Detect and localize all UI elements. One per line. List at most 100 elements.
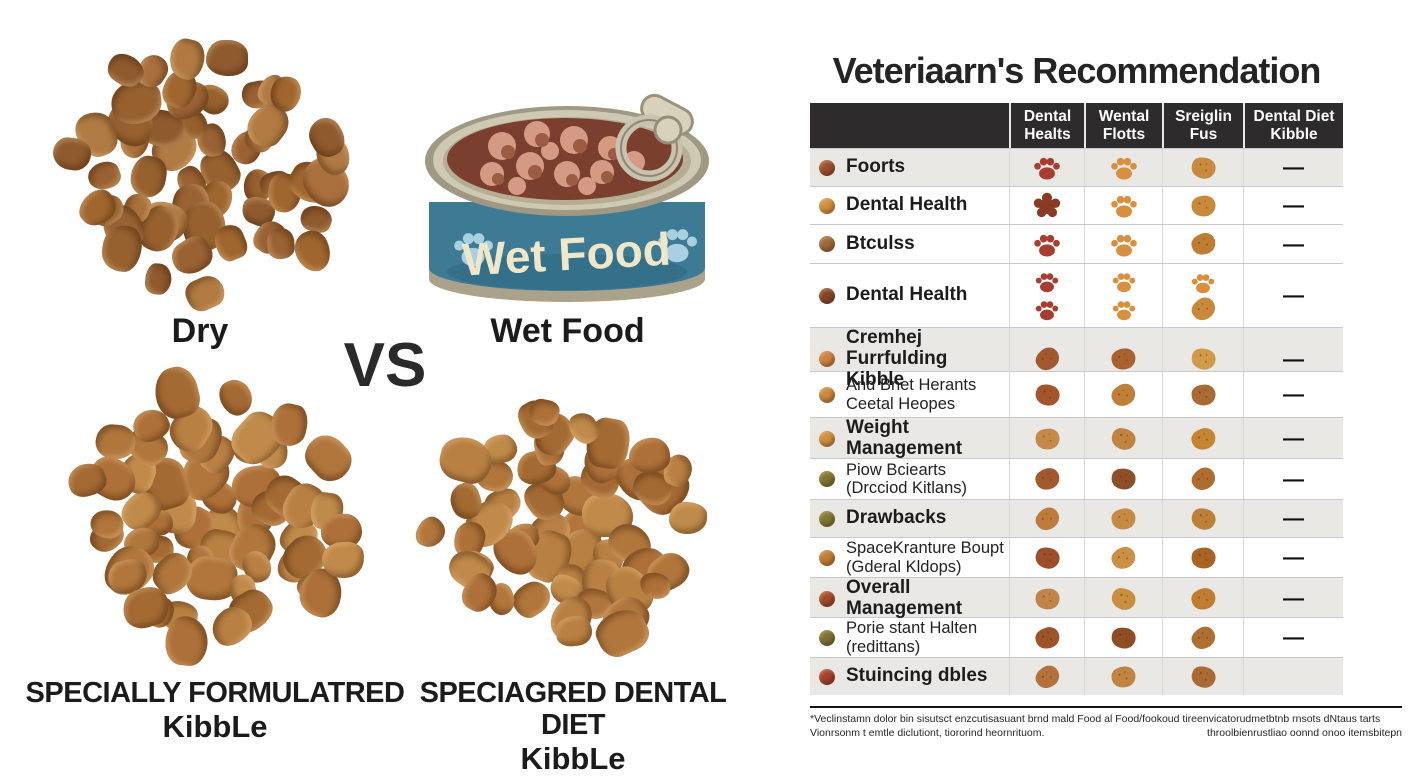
paw-icon (1112, 300, 1135, 320)
kibble-icon (1035, 428, 1060, 450)
row-bullet-icon (819, 590, 835, 607)
row-bullet-icon (819, 159, 835, 176)
rating-cell (1084, 500, 1162, 537)
dash-icon: — (1283, 194, 1304, 217)
dash-icon: — (1283, 427, 1304, 451)
kibble-icon (1034, 626, 1059, 649)
kibble-piece (265, 226, 295, 260)
table-row: Drawbacks — (810, 499, 1343, 537)
rating-cell: — (1243, 418, 1343, 460)
rating-cell (1243, 658, 1343, 695)
kibble-icon (1190, 428, 1215, 450)
dry-label: Dry (171, 312, 229, 350)
header-cell-empty (810, 103, 1009, 148)
can-paw-print-icon (454, 229, 698, 267)
kibble-icon (1035, 507, 1059, 530)
rating-cell (1009, 500, 1084, 537)
rating-cell: — (1243, 187, 1343, 224)
row-label: Cremhej Furrfulding Kibble (846, 327, 948, 390)
paw-icon (1034, 158, 1060, 180)
kibble-icon (1111, 665, 1136, 687)
kibble-icon (1191, 507, 1216, 530)
rating-cell (1009, 578, 1084, 620)
rating-cell (1084, 459, 1162, 499)
row-label: Overall Management (846, 577, 963, 619)
rating-cell (1162, 500, 1243, 537)
rating-cell (1009, 618, 1084, 657)
rating-cell: — (1243, 500, 1343, 537)
bottom-left-caption-line2: KibbLe (162, 708, 268, 744)
kibble-piece (206, 40, 249, 76)
vs-label: VS (343, 331, 427, 400)
row-label-cell: Cremhej Furrfulding Kibble (810, 327, 1009, 391)
paw-icon (1110, 196, 1137, 218)
row-label-cell: Overall Management (810, 577, 1009, 620)
kibble-piece (411, 512, 450, 553)
dry-kibble-pile-image (51, 28, 358, 316)
row-bullet-icon (819, 668, 835, 685)
rating-cell (1084, 225, 1162, 263)
rating-cell (1162, 149, 1243, 186)
kibble-icon (1035, 546, 1060, 569)
row-label-cell: Weight Management (810, 417, 1009, 460)
kibble-icon (1035, 347, 1059, 371)
table-header-row: Dental Healts Wental Flotts Sreiglin Fus… (810, 103, 1343, 148)
rating-cell: — (1243, 328, 1343, 391)
rating-cell (1009, 372, 1084, 417)
page-title: Veteriaarn's Recommendation (832, 50, 1322, 91)
table-body: Foorts — Dental Health — Btculss — Dental Heal… (810, 148, 1343, 695)
table-row: Btculss — (810, 224, 1343, 263)
rating-cell (1162, 658, 1243, 695)
row-bullet-icon (819, 510, 835, 527)
kibble-piece (507, 575, 557, 624)
header-cell-col3: Sreiglin Fus (1162, 103, 1243, 148)
rating-cell (1084, 149, 1162, 186)
can-top (425, 106, 709, 216)
row-label: And Bnet Herants Ceetal Heopes (846, 376, 977, 413)
dash-icon: — (1283, 626, 1304, 649)
rating-cell (1084, 187, 1162, 224)
kibble-icon (1111, 383, 1136, 406)
can-band-text: Wet Food (461, 223, 672, 286)
table-row: Cremhej Furrfulding Kibble — (810, 327, 1343, 391)
kibble-icon (1035, 588, 1060, 610)
paw-icon (1191, 274, 1215, 294)
rating-cell (1009, 328, 1084, 391)
rating-cell: — (1243, 618, 1343, 657)
footnote-line2-left: Vionrsonm t emtle diclutiont, tiororind … (810, 726, 1045, 739)
kibble-icon (1191, 348, 1216, 371)
kibble-icon (1035, 384, 1060, 406)
kibble-piece (94, 423, 137, 460)
row-label: Stuincing dbles (846, 665, 988, 687)
rating-cell (1162, 618, 1243, 657)
kibble-piece (181, 270, 230, 316)
dash-icon: — (1283, 467, 1304, 491)
header-cell-col1: Dental Healts (1009, 103, 1084, 148)
dash-icon: — (1283, 156, 1304, 179)
rating-cell: — (1243, 149, 1343, 186)
row-label-cell: Piow Bciearts (Drcciod Kitlans) (810, 459, 1009, 499)
rating-cell (1084, 418, 1162, 460)
kibble-icon (1191, 157, 1216, 179)
row-bullet-icon (819, 236, 835, 252)
rating-cell: — (1243, 538, 1343, 577)
row-bullet-icon (819, 287, 835, 304)
table-row: Piow Bciearts (Drcciod Kitlans) — (810, 458, 1343, 499)
row-label-cell: Porie stant Halten (redittans) (810, 618, 1009, 657)
rating-cell (1084, 264, 1162, 327)
rating-cell (1009, 264, 1084, 327)
rating-cell: — (1243, 264, 1343, 327)
row-bullet-icon (819, 197, 835, 214)
dash-icon: — (1283, 383, 1304, 406)
kibble-icon (1111, 468, 1136, 490)
kibble-piece (288, 225, 338, 277)
footnote-line2-right: throolbienrustliao oonnd onoo itemsbitep… (1207, 726, 1402, 739)
row-label: Dental Health (846, 284, 968, 306)
rating-cell (1162, 225, 1243, 263)
bottom-left-caption: SPECIALLY FORMULATRED KibbLe (20, 677, 410, 744)
rating-cell (1162, 187, 1243, 224)
wet-food-can-image: Wet Food (402, 36, 732, 310)
dash-icon: — (1283, 284, 1304, 307)
dash-icon: — (1283, 347, 1304, 371)
kibble-piece (668, 501, 707, 535)
